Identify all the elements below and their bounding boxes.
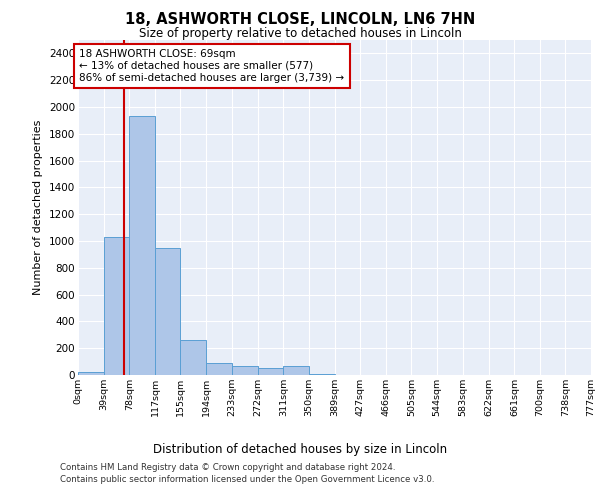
- Text: Contains HM Land Registry data © Crown copyright and database right 2024.: Contains HM Land Registry data © Crown c…: [60, 464, 395, 472]
- Bar: [181, 340, 206, 375]
- Text: Size of property relative to detached houses in Lincoln: Size of property relative to detached ho…: [139, 28, 461, 40]
- Bar: [155, 248, 181, 375]
- Bar: [130, 116, 155, 375]
- Bar: [78, 372, 104, 375]
- Y-axis label: Number of detached properties: Number of detached properties: [34, 120, 43, 295]
- Bar: [206, 363, 232, 375]
- Bar: [309, 374, 335, 375]
- Bar: [232, 366, 257, 375]
- Bar: [104, 237, 130, 375]
- Bar: [257, 368, 283, 375]
- Text: 18, ASHWORTH CLOSE, LINCOLN, LN6 7HN: 18, ASHWORTH CLOSE, LINCOLN, LN6 7HN: [125, 12, 475, 28]
- Bar: [283, 366, 309, 375]
- Text: Distribution of detached houses by size in Lincoln: Distribution of detached houses by size …: [153, 442, 447, 456]
- Text: 18 ASHWORTH CLOSE: 69sqm
← 13% of detached houses are smaller (577)
86% of semi-: 18 ASHWORTH CLOSE: 69sqm ← 13% of detach…: [79, 50, 344, 82]
- Text: Contains public sector information licensed under the Open Government Licence v3: Contains public sector information licen…: [60, 475, 434, 484]
